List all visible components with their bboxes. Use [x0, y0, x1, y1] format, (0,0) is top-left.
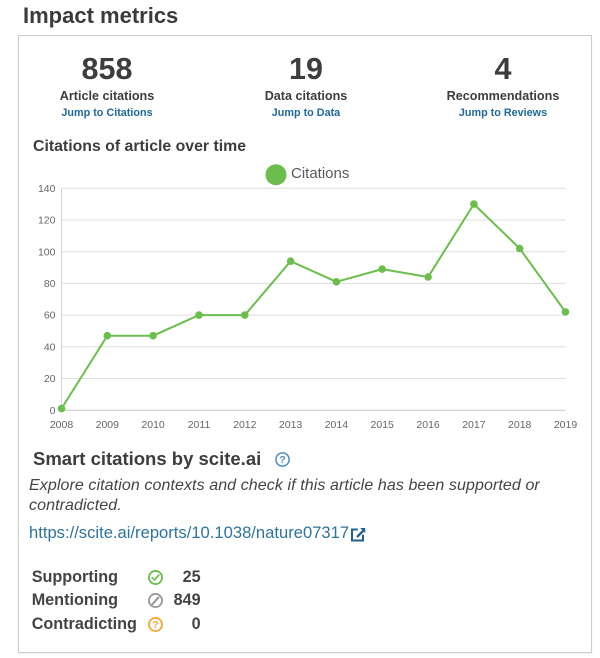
- svg-text:2017: 2017: [462, 419, 486, 431]
- svg-text:2019: 2019: [554, 419, 578, 431]
- svg-text:0: 0: [50, 405, 56, 417]
- svg-text:Citations: Citations: [291, 165, 349, 182]
- svg-text:100: 100: [38, 246, 56, 258]
- svg-text:20: 20: [44, 373, 56, 385]
- svg-text:140: 140: [38, 183, 56, 195]
- svg-text:2009: 2009: [96, 419, 120, 431]
- svg-text:2008: 2008: [50, 419, 74, 431]
- svg-text:2011: 2011: [188, 419, 211, 431]
- svg-text:2014: 2014: [325, 419, 349, 431]
- svg-text:2015: 2015: [371, 419, 395, 431]
- svg-text:2018: 2018: [508, 419, 532, 431]
- svg-text:2012: 2012: [233, 419, 257, 431]
- svg-text:60: 60: [44, 310, 56, 322]
- svg-text:80: 80: [44, 278, 56, 290]
- svg-text:2016: 2016: [416, 419, 440, 431]
- svg-text:2013: 2013: [279, 419, 303, 431]
- svg-text:?: ?: [152, 620, 158, 631]
- svg-text:2010: 2010: [141, 419, 165, 431]
- svg-text:40: 40: [44, 341, 56, 353]
- svg-text:120: 120: [38, 215, 56, 227]
- svg-text:?: ?: [280, 454, 286, 466]
